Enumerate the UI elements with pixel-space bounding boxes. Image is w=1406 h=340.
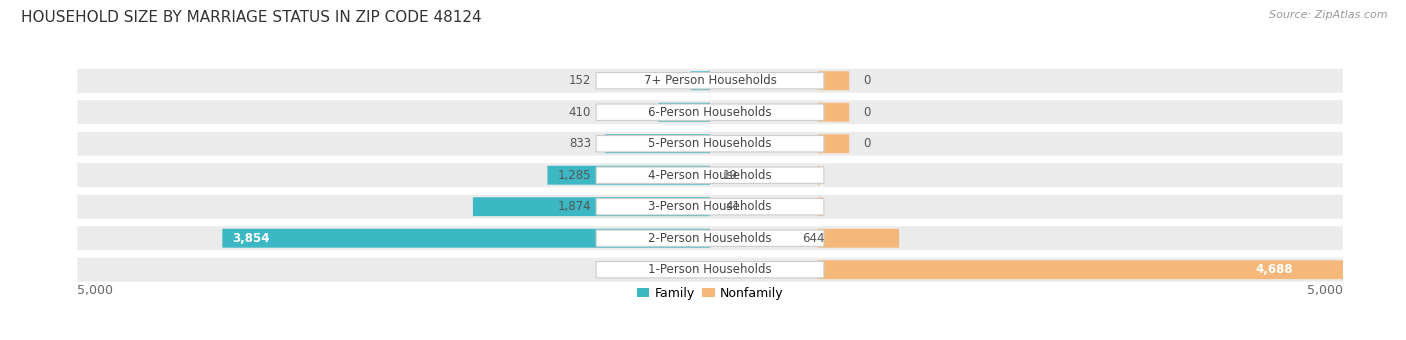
Text: 2-Person Households: 2-Person Households <box>648 232 772 245</box>
FancyBboxPatch shape <box>818 134 849 153</box>
Text: 4-Person Households: 4-Person Households <box>648 169 772 182</box>
FancyBboxPatch shape <box>547 166 710 185</box>
Text: 1,874: 1,874 <box>557 200 591 213</box>
FancyBboxPatch shape <box>818 71 849 90</box>
FancyBboxPatch shape <box>596 104 824 120</box>
Text: 5,000: 5,000 <box>77 284 114 297</box>
Text: 152: 152 <box>568 74 591 87</box>
Text: 0: 0 <box>863 137 870 150</box>
Text: 410: 410 <box>568 106 591 119</box>
Text: 644: 644 <box>801 232 824 245</box>
Text: 0: 0 <box>863 106 870 119</box>
Text: 3,854: 3,854 <box>232 232 270 245</box>
Legend: Family, Nonfamily: Family, Nonfamily <box>631 282 789 305</box>
FancyBboxPatch shape <box>222 229 710 248</box>
FancyBboxPatch shape <box>605 134 710 153</box>
Text: 7+ Person Households: 7+ Person Households <box>644 74 776 87</box>
Text: 5,000: 5,000 <box>1306 284 1343 297</box>
FancyBboxPatch shape <box>658 103 710 122</box>
Text: 41: 41 <box>725 200 741 213</box>
Text: 1-Person Households: 1-Person Households <box>648 263 772 276</box>
FancyBboxPatch shape <box>818 197 823 216</box>
Text: Source: ZipAtlas.com: Source: ZipAtlas.com <box>1270 10 1388 20</box>
FancyBboxPatch shape <box>77 258 1343 282</box>
FancyBboxPatch shape <box>77 226 1343 250</box>
FancyBboxPatch shape <box>690 71 710 90</box>
FancyBboxPatch shape <box>596 199 824 215</box>
FancyBboxPatch shape <box>596 72 824 89</box>
Text: HOUSEHOLD SIZE BY MARRIAGE STATUS IN ZIP CODE 48124: HOUSEHOLD SIZE BY MARRIAGE STATUS IN ZIP… <box>21 10 482 25</box>
Text: 1,285: 1,285 <box>558 169 591 182</box>
FancyBboxPatch shape <box>77 163 1343 187</box>
Text: 5-Person Households: 5-Person Households <box>648 137 772 150</box>
FancyBboxPatch shape <box>472 197 710 216</box>
FancyBboxPatch shape <box>77 132 1343 156</box>
FancyBboxPatch shape <box>596 167 824 183</box>
Text: 3-Person Households: 3-Person Households <box>648 200 772 213</box>
Text: 6-Person Households: 6-Person Households <box>648 106 772 119</box>
FancyBboxPatch shape <box>596 136 824 152</box>
Text: 19: 19 <box>723 169 738 182</box>
FancyBboxPatch shape <box>77 69 1343 93</box>
FancyBboxPatch shape <box>818 229 898 248</box>
FancyBboxPatch shape <box>77 195 1343 219</box>
Text: 833: 833 <box>569 137 591 150</box>
Text: 4,688: 4,688 <box>1256 263 1294 276</box>
FancyBboxPatch shape <box>818 260 1406 279</box>
FancyBboxPatch shape <box>818 166 820 185</box>
FancyBboxPatch shape <box>818 103 849 122</box>
Text: 0: 0 <box>863 74 870 87</box>
FancyBboxPatch shape <box>77 100 1343 124</box>
FancyBboxPatch shape <box>596 230 824 246</box>
FancyBboxPatch shape <box>596 261 824 278</box>
